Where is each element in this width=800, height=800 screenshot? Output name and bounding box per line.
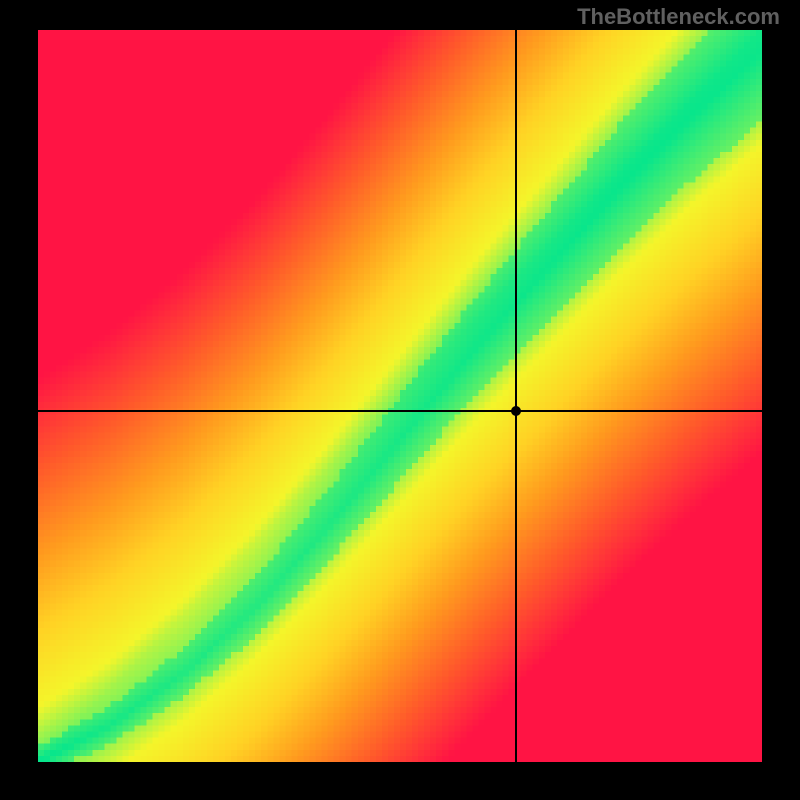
crosshair-vertical bbox=[515, 30, 517, 762]
chart-container: TheBottleneck.com bbox=[0, 0, 800, 800]
bottleneck-heatmap bbox=[38, 30, 762, 762]
crosshair-marker bbox=[511, 406, 521, 416]
crosshair-horizontal bbox=[38, 410, 762, 412]
watermark-text: TheBottleneck.com bbox=[577, 4, 780, 30]
